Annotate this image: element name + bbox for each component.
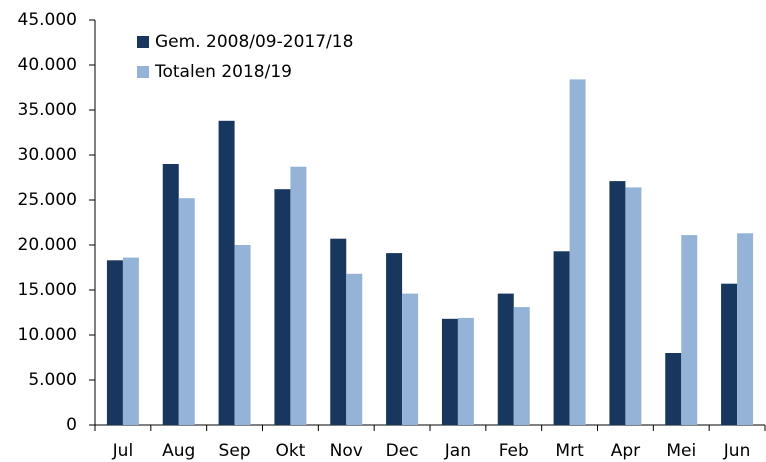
x-tick-label: Jun <box>723 441 751 461</box>
legend-swatch <box>137 36 149 48</box>
x-tick-label: Okt <box>275 441 305 461</box>
bar <box>178 198 195 425</box>
y-tick-label: 0 <box>66 415 77 435</box>
y-tick-label: 30.000 <box>18 145 77 165</box>
bar <box>737 233 754 425</box>
y-tick-label: 25.000 <box>18 190 77 210</box>
bar <box>665 353 682 425</box>
x-tick-label: Feb <box>499 441 529 461</box>
x-tick-label: Mrt <box>555 441 584 461</box>
bar <box>625 187 642 425</box>
bar <box>441 318 458 425</box>
x-tick-label: Aug <box>162 441 195 461</box>
y-tick-label: 5.000 <box>28 370 77 390</box>
bar <box>162 164 179 425</box>
legend-label: Totalen 2018/19 <box>154 62 292 82</box>
bar <box>386 253 403 425</box>
x-tick-label: Apr <box>611 441 640 461</box>
legend-label: Gem. 2008/09-2017/18 <box>155 32 353 52</box>
x-tick-label: Mei <box>666 441 696 461</box>
bar <box>681 235 698 425</box>
bar <box>274 189 291 425</box>
bar <box>122 257 139 425</box>
y-tick-label: 35.000 <box>18 100 77 120</box>
bar <box>457 317 474 425</box>
bar <box>234 245 251 425</box>
y-tick-label: 15.000 <box>18 280 77 300</box>
bar <box>497 293 514 425</box>
x-tick-label: Nov <box>330 441 363 461</box>
bar <box>553 251 570 425</box>
y-tick-label: 45.000 <box>18 10 77 30</box>
bar <box>402 293 419 425</box>
y-tick-label: 10.000 <box>18 325 77 345</box>
x-tick-label: Jan <box>444 441 471 461</box>
bar <box>290 166 307 425</box>
x-tick-label: Dec <box>386 441 419 461</box>
bar <box>609 181 626 425</box>
x-tick-label: Sep <box>219 441 251 461</box>
x-tick-label: Jul <box>112 441 134 461</box>
bar <box>513 307 530 425</box>
bar <box>330 238 347 425</box>
legend-swatch <box>137 66 149 78</box>
bar <box>721 283 738 425</box>
bar <box>218 120 235 426</box>
bar <box>106 260 123 425</box>
y-tick-label: 40.000 <box>18 55 77 75</box>
bar <box>569 79 586 426</box>
bar <box>346 273 363 425</box>
y-tick-label: 20.000 <box>18 235 77 255</box>
